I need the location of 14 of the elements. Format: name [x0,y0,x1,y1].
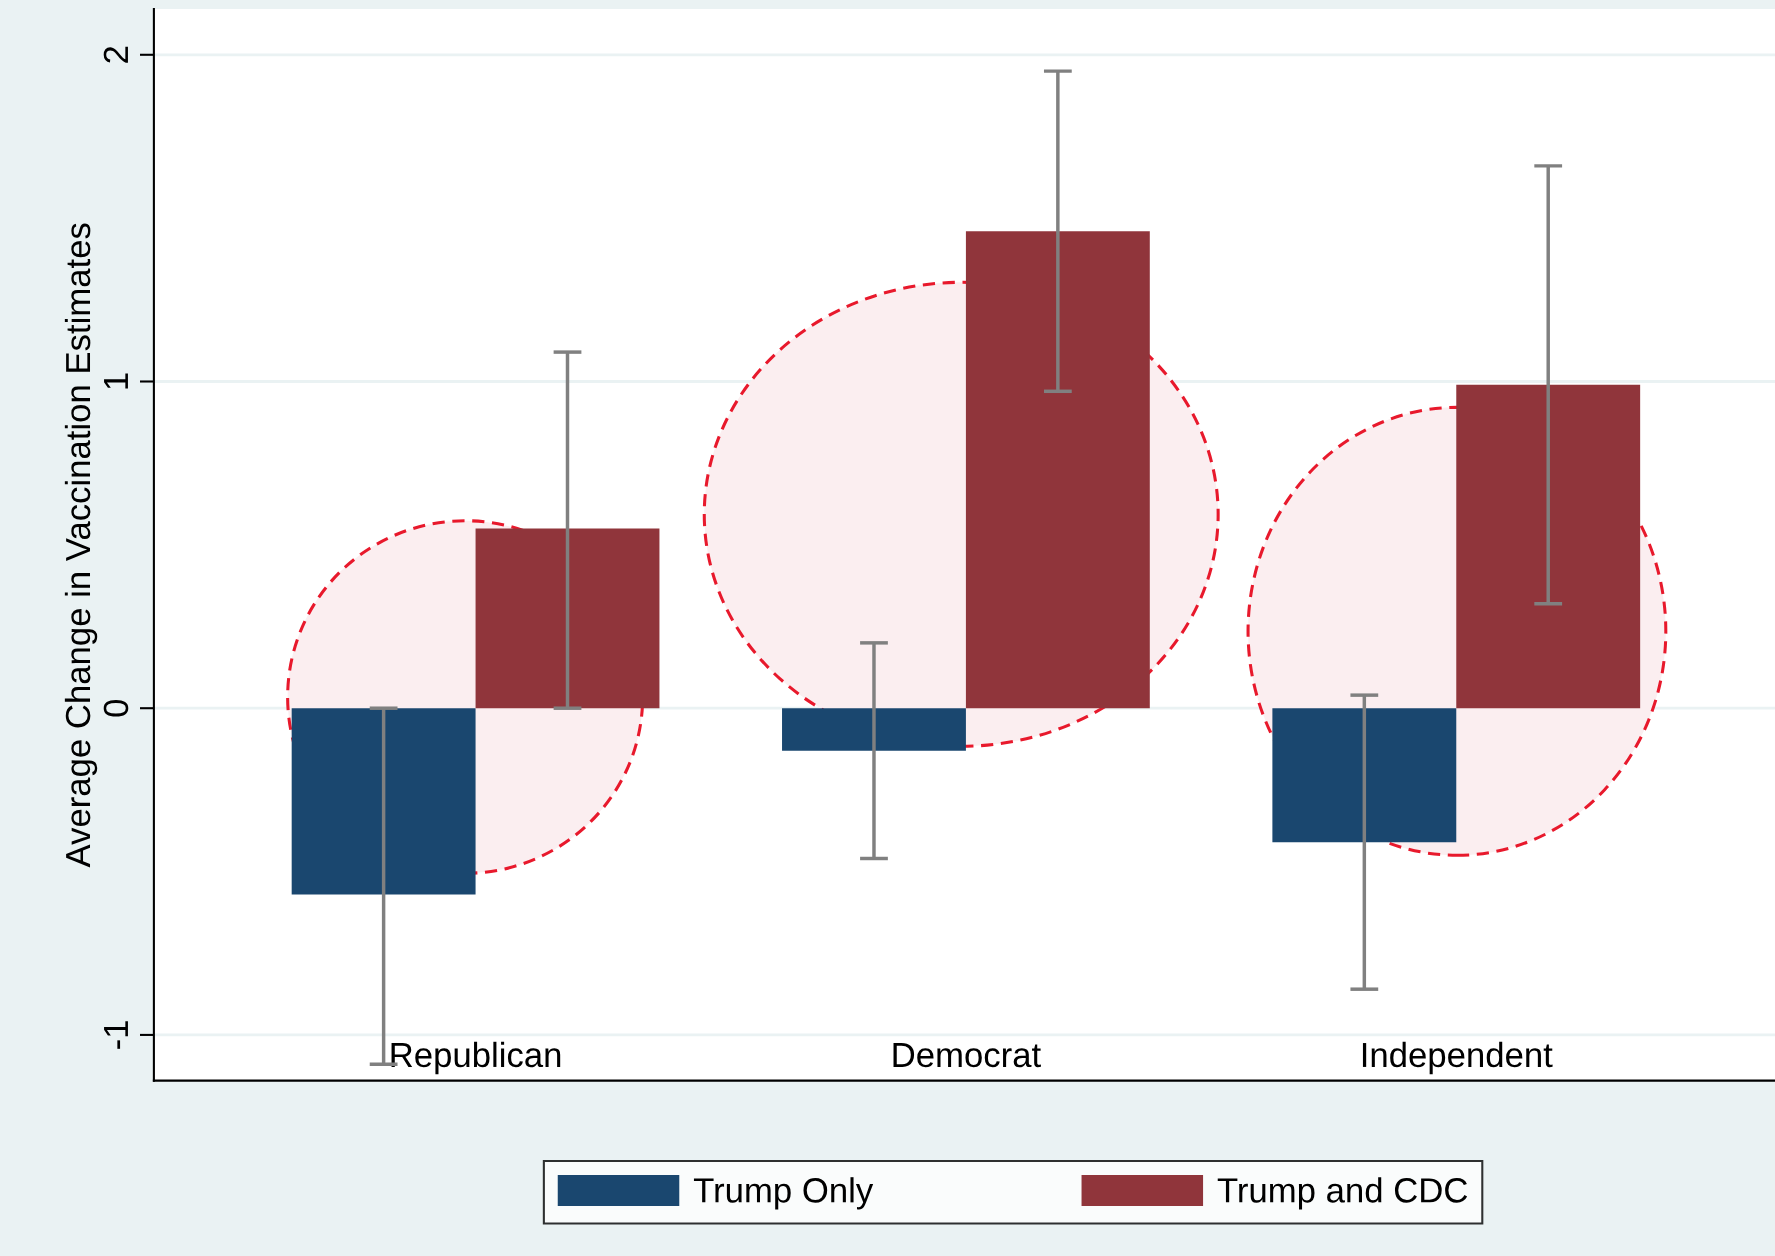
x-tick-label: Republican [391,1041,561,1075]
bar [782,708,966,751]
x-tick-label: Independent [1362,1041,1553,1075]
y-tick-label: 2 [103,46,128,63]
bar [475,528,660,709]
y-axis-title: Average Change in Vaccination Estimates [64,223,98,868]
y-tick-label: 1 [104,373,128,389]
bar [291,708,476,895]
legend-label: Trump Only [693,1177,874,1210]
x-tick-label: Democrat [893,1043,1041,1068]
y-tick-label: -1 [104,1021,128,1049]
legend-label: Trump and CDC [1217,1177,1468,1210]
bar [1272,708,1457,843]
y-tick-label: 0 [103,699,129,717]
